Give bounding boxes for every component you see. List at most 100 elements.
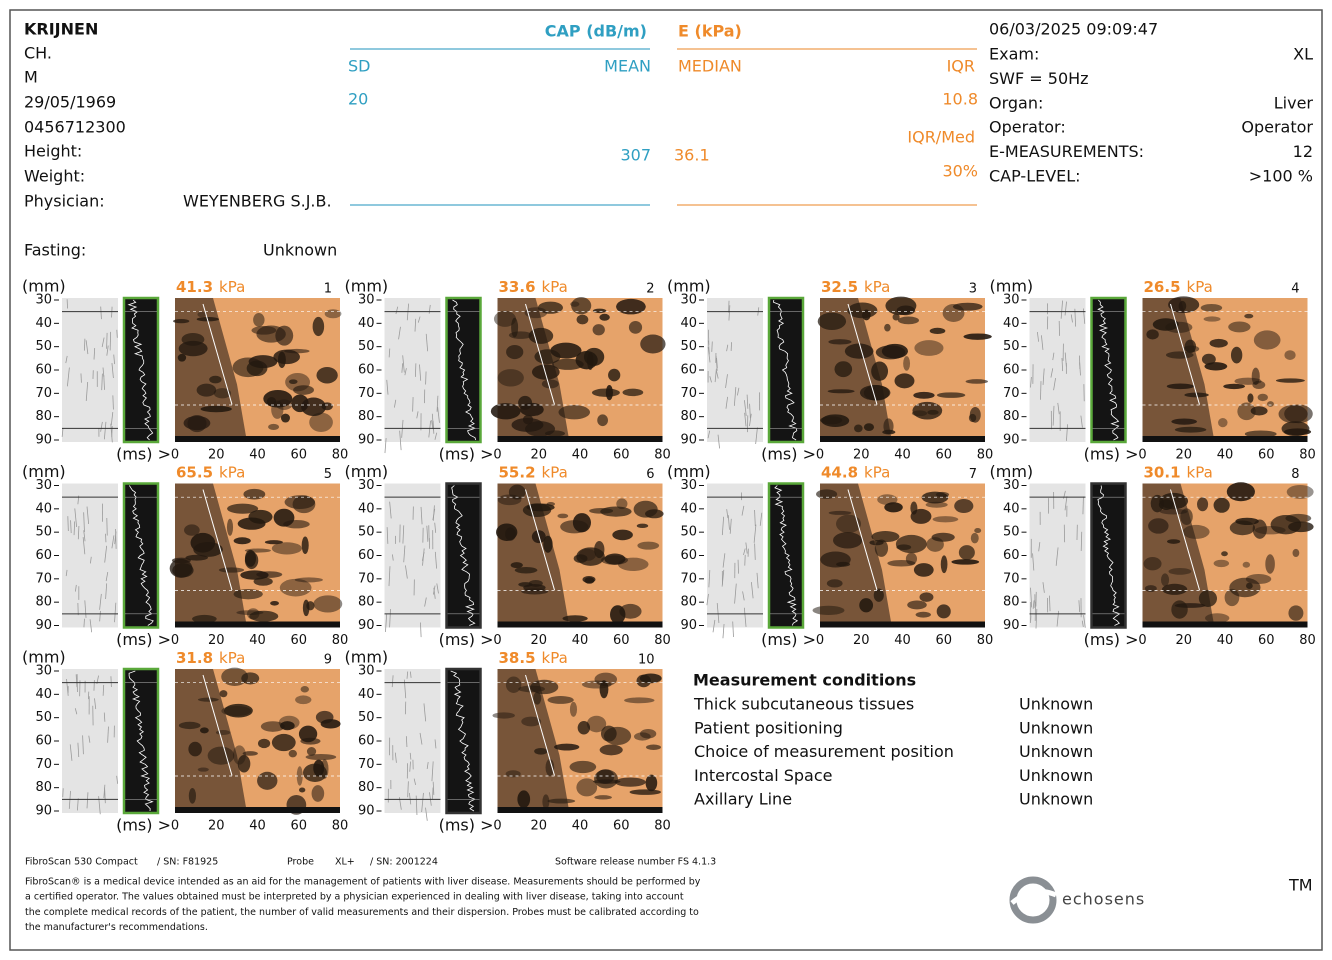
elastogram-blob: [172, 563, 194, 578]
elastogram-blob: [301, 536, 309, 554]
ultrasound-texture: [99, 593, 102, 610]
ultrasound-texture: [754, 543, 756, 560]
ultrasound-texture: [89, 619, 93, 633]
elastogram-blob: [518, 582, 533, 587]
ultrasound-texture: [82, 735, 84, 755]
time-tick-label: 20: [208, 819, 225, 834]
condition-value: Unknown: [1019, 742, 1093, 761]
elastogram-blob: [278, 715, 300, 730]
ultrasound-texture: [421, 792, 424, 813]
depth-tick-label: 80: [35, 780, 52, 795]
ultrasound-texture: [386, 379, 389, 395]
ultrasound-strip: [384, 483, 441, 628]
measurement-panel: (mm)30 40 50 60 70 80 90 26.5 kPa 4 (ms) >0 20 40 60 8…: [990, 277, 1316, 464]
ultrasound-texture: [106, 345, 109, 356]
elastogram-blob: [577, 720, 591, 735]
ultrasound-texture: [413, 778, 417, 786]
depth-tick-label: 40: [1003, 316, 1020, 331]
ultrasound-texture: [1030, 376, 1032, 388]
elastogram-blob: [894, 373, 915, 389]
elastogram-blob: [871, 531, 900, 543]
ultrasound-texture: [722, 623, 725, 639]
ultrasound-texture: [102, 684, 105, 696]
ultrasound-texture: [65, 569, 68, 577]
elastogram-blob: [521, 716, 542, 727]
elastogram-blob: [597, 414, 608, 427]
time-tick-label: 0: [816, 633, 824, 648]
ultrasound-texture: [102, 367, 105, 377]
elastogram-blob: [573, 554, 588, 563]
elastogram-blob: [493, 310, 516, 327]
ultrasound-texture: [432, 508, 436, 521]
time-tick-label: 80: [977, 633, 994, 648]
elastogram-blob: [929, 327, 946, 335]
ultrasound-texture: [101, 373, 103, 391]
exam-date: 06/03/2025 09:09:47: [989, 20, 1158, 39]
ultrasound-texture: [434, 522, 437, 533]
measurement-value: 30.1 kPa: [1144, 463, 1213, 481]
elastogram-blob: [177, 353, 187, 362]
elastogram-blob: [599, 744, 623, 756]
elastogram-blob: [309, 412, 333, 432]
elastogram-blob: [1178, 300, 1187, 312]
elastogram-blob: [266, 396, 277, 407]
elastogram-blob: [528, 327, 554, 344]
device: FibroScan 530 Compact: [25, 857, 138, 868]
elastogram-blob: [592, 324, 605, 336]
ultrasound-texture: [715, 370, 719, 379]
ultrasound-texture: [1052, 352, 1055, 361]
time-tick-label: 20: [530, 448, 547, 463]
depth-tick-label: 50: [35, 710, 52, 725]
probe-sn: / SN: 2001224: [370, 857, 438, 868]
a-mode-box: [122, 667, 160, 815]
elastogram-blob: [187, 414, 207, 433]
condition-label: Choice of measurement position: [694, 742, 954, 761]
device-sn: / SN: F81925: [157, 857, 218, 868]
a-mode-trace: [774, 485, 799, 626]
elastogram-blob: [1229, 520, 1256, 536]
a-mode-trace: [773, 299, 798, 441]
elastogram-blob: [612, 529, 633, 541]
elastogram-blob: [942, 303, 965, 322]
ultrasound-texture: [67, 516, 69, 531]
ultrasound-texture: [409, 761, 411, 772]
time-tick-label: 60: [613, 633, 630, 648]
ultrasound-texture: [1032, 553, 1035, 571]
elastogram-blob: [280, 413, 290, 423]
time-tick-label: 20: [208, 448, 225, 463]
iqr-med-value: 30%: [942, 162, 978, 181]
elastogram-blob: [1265, 554, 1275, 574]
elastogram-blob: [253, 577, 273, 586]
elastogram-blob: [1165, 351, 1194, 359]
depth-tick-label: 90: [35, 804, 52, 819]
elastogram-blob: [1166, 383, 1195, 390]
elastogram-blob: [560, 520, 589, 534]
elastogram-blob: [273, 349, 300, 365]
depth-tick-label: 30: [35, 664, 52, 679]
elastogram-blob: [592, 308, 607, 314]
elastogram-blob: [306, 601, 315, 611]
ultrasound-texture: [1041, 335, 1044, 350]
exam-label: Organ:: [989, 93, 1043, 112]
ultrasound-texture: [431, 420, 434, 430]
depth-unit: (mm): [345, 462, 389, 481]
stiffness-unit: kPa: [542, 463, 568, 481]
elastogram-blob: [883, 418, 894, 435]
stiffness-unit: kPa: [1187, 463, 1213, 481]
time-tick-label: 20: [853, 633, 870, 648]
ultrasound-texture: [425, 807, 428, 821]
ultrasound-texture: [750, 582, 754, 599]
elastogram-blob: [264, 540, 283, 545]
ultrasound-texture: [402, 355, 405, 373]
ultrasound-texture: [107, 726, 109, 743]
depth-tick-label: 90: [358, 618, 375, 633]
disclaimer-line: a certified operator. The values obtaine…: [25, 892, 684, 903]
ultrasound-texture: [436, 583, 439, 594]
elastogram-blob: [200, 405, 232, 413]
a-mode-trace: [450, 670, 476, 812]
time-tick-label: 40: [1217, 633, 1234, 648]
elastogram-blob: [1148, 518, 1169, 534]
elastogram-blob: [192, 614, 217, 623]
depth-tick-label: 80: [358, 780, 375, 795]
